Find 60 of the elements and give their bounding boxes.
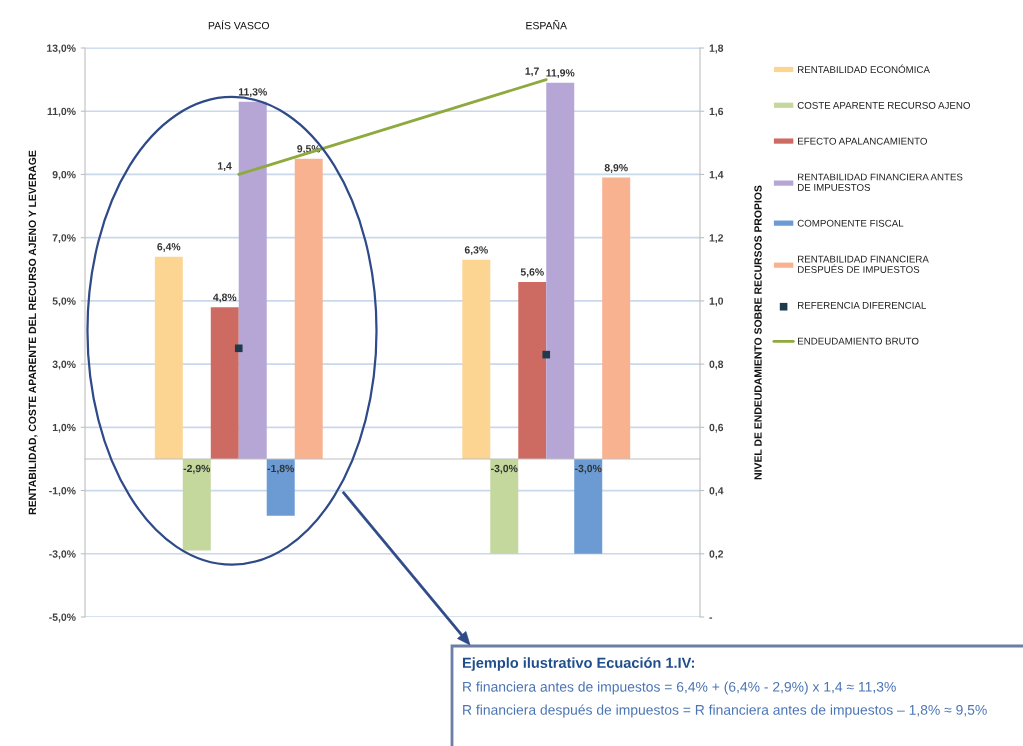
legend-label: EFECTO APALANCAMIENTO bbox=[798, 137, 927, 145]
text: R financiera antes de impuestos = 6,4% + (6,4% - 2,9%) x 1,4 ≈ 11,3% bbox=[463, 681, 896, 695]
legend-label: RENTABILIDAD FINANCIERA ANTES DE IMPUESTOS bbox=[798, 173, 963, 191]
legend-label: COMPONENTE FISCAL bbox=[797, 219, 904, 227]
y-tick-label: 3,0% bbox=[52, 360, 76, 370]
legend-label: RENTABILIDAD ECONÓMICA bbox=[798, 64, 930, 74]
data-label: 1,4 bbox=[217, 162, 232, 172]
y2-tick-label: 1,0 bbox=[709, 297, 724, 307]
data-label: 11,9% bbox=[546, 69, 575, 79]
bar bbox=[546, 82, 575, 459]
bar bbox=[462, 259, 491, 459]
x-tick-label: ESPAÑA bbox=[526, 20, 567, 30]
y-tick-label: 13,0% bbox=[47, 44, 76, 54]
y-tick-label: 5,0% bbox=[52, 297, 76, 307]
bar bbox=[210, 307, 239, 459]
data-label: 6,4% bbox=[157, 243, 181, 252]
data-label: 4,8% bbox=[213, 293, 237, 303]
data-label: 11,3% bbox=[238, 88, 267, 98]
x-tick-label: PAÍS VASCO bbox=[208, 20, 270, 30]
data-label: 1,7 bbox=[525, 67, 539, 77]
y2-tick-label: 1,6 bbox=[709, 107, 724, 117]
y-tick-label: 11,0% bbox=[47, 107, 76, 117]
y2-axis-title: NIVEL DE ENDEUDAMIENTO SOBRE RECURSOS PROPIOS bbox=[754, 185, 762, 480]
y2-tick-label: 1,2 bbox=[709, 234, 724, 244]
y2-tick-label: 0,2 bbox=[709, 550, 724, 560]
bar bbox=[602, 177, 631, 459]
y-tick-label: -1,0% bbox=[49, 487, 76, 496]
bar bbox=[574, 458, 603, 554]
data-label: -3,0% bbox=[575, 464, 602, 474]
bar bbox=[238, 101, 267, 459]
data-label: -2,9% bbox=[183, 464, 211, 474]
data-label: 8,9% bbox=[604, 164, 628, 173]
y2-tick-label: 0,8 bbox=[709, 360, 724, 370]
bar bbox=[182, 458, 211, 551]
legend-label: RENTABILIDAD FINANCIERA DESPUÉS DE IMPUESTOS bbox=[798, 255, 929, 273]
legend-label: REFERENCIA DIFERENCIAL bbox=[798, 301, 927, 309]
y2-tick-label: 0,4 bbox=[709, 487, 724, 496]
y-tick-label: -5,0% bbox=[49, 613, 76, 623]
bar bbox=[266, 458, 295, 516]
y2-tick-label: 0,6 bbox=[709, 423, 724, 433]
bar bbox=[518, 281, 547, 459]
y-tick-label: 9,0% bbox=[52, 170, 76, 180]
data-label: 6,3% bbox=[464, 246, 488, 256]
bar bbox=[154, 256, 183, 459]
data-label: 5,6% bbox=[520, 268, 544, 278]
data-label: -1,8% bbox=[267, 464, 295, 474]
text: R financiera después de impuestos = R financiera antes de impuestos – 1,8% ≈ 9,5% bbox=[463, 704, 987, 718]
data-label: -3,0% bbox=[491, 464, 518, 474]
bar bbox=[294, 158, 323, 459]
y2-tick-label: 1,4 bbox=[709, 171, 724, 180]
legend-label: COSTE APARENTE RECURSO AJENO bbox=[797, 101, 970, 109]
bar bbox=[490, 458, 519, 554]
y2-tick-label: - bbox=[709, 617, 713, 619]
y-axis-title: RENTABILIDAD, COSTE APARENTE DEL RECURSO AJENO Y LEVERAGE bbox=[28, 150, 38, 515]
legend-label: ENDEUDAMIENTO BRUTO bbox=[798, 337, 919, 345]
text: Ejemplo ilustrativo Ecuación 1.IV: bbox=[462, 657, 694, 671]
y-tick-label: 1,0% bbox=[52, 423, 76, 433]
y-tick-label: 7,0% bbox=[52, 234, 76, 244]
y-tick-label: -3,0% bbox=[49, 550, 76, 560]
y2-tick-label: 1,8 bbox=[709, 44, 724, 54]
